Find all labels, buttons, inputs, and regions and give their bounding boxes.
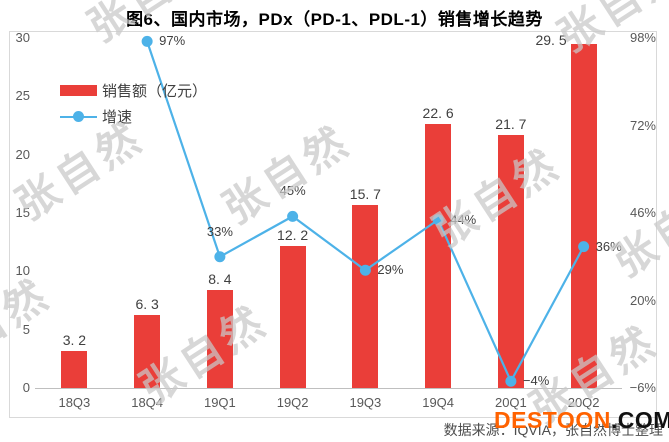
y-axis-tick-left: 20 [15,146,30,162]
growth-point [141,35,153,47]
bar [61,350,88,388]
x-axis-label: 18Q4 [131,395,164,410]
y-axis-tick-right: 20% [629,292,656,308]
bar-value-label: 3. 2 [62,331,87,348]
growth-point-label: 97% [159,33,186,49]
legend-item-sales: 销售额（亿元） [60,77,207,103]
growth-point [578,241,590,253]
destoon-brand-text: DESTOON [494,407,611,433]
plot-area-border [9,31,657,418]
bar [497,134,524,388]
x-axis-label: 20Q2 [567,395,600,410]
bar [352,204,379,388]
y-axis-tick-left: 25 [15,88,30,104]
bar [425,124,452,388]
growth-point-label: 44% [450,211,477,227]
bar [570,43,597,388]
bar [134,314,161,388]
y-axis-tick-right: −6% [629,380,656,395]
growth-point-label: 29% [377,262,404,278]
x-axis-line [35,388,622,389]
x-axis-label: 18Q3 [58,395,91,410]
y-axis-tick-right: 72% [629,117,656,133]
x-axis-label: 20Q1 [494,395,527,410]
growth-point [214,251,226,263]
x-axis-label: 19Q2 [276,395,309,410]
x-axis-label: 19Q4 [422,395,455,410]
bar [206,290,233,388]
legend-item-growth: 增速 [60,103,207,129]
legend-growth-label: 增速 [102,108,133,126]
y-axis-tick-left: 10 [15,263,30,279]
legend-sales-label: 销售额（亿元） [102,82,208,100]
y-axis-tick-right: 98% [629,30,656,45]
destoon-tld-text: .COM [610,407,669,433]
growth-line-swatch-icon [60,110,97,122]
bar-value-label: 21. 7 [495,115,527,132]
growth-point-label: −4% [522,373,550,389]
bar-value-label: 12. 2 [277,226,309,243]
source-note: 数据来源：IQVIA，张自然博士整理 [443,422,663,438]
sales-bar-swatch-icon [60,84,97,96]
legend: 销售额（亿元） 增速 [60,77,207,129]
bar-value-label: 15. 7 [349,185,381,202]
growth-point [287,210,299,222]
bar-value-label: 8. 4 [208,271,232,287]
bar [279,245,306,388]
growth-point [359,264,371,276]
bar-value-label: 6. 3 [135,295,159,312]
destoon-logo: DESTOON.COM [494,407,669,434]
page-title: 图6、国内市场，PDx（PD-1、PDL-1）销售增长趋势 [126,10,543,29]
growth-point [432,214,444,226]
x-axis-label: 19Q1 [203,395,236,410]
y-axis-tick-left: 0 [22,380,30,395]
growth-point-label: 36% [595,238,622,254]
bar-value-label: 22. 6 [422,105,454,122]
growth-point-label: 45% [279,183,306,199]
y-axis-tick-right: 46% [629,205,656,220]
x-axis-label: 19Q3 [349,395,382,410]
growth-point [505,375,517,387]
y-axis-tick-left: 15 [15,205,30,220]
y-axis-tick-left: 5 [22,321,30,337]
growth-point-label: 33% [206,223,233,239]
bar-value-label: 29. 5 [535,32,567,48]
y-axis-tick-left: 30 [15,30,30,45]
